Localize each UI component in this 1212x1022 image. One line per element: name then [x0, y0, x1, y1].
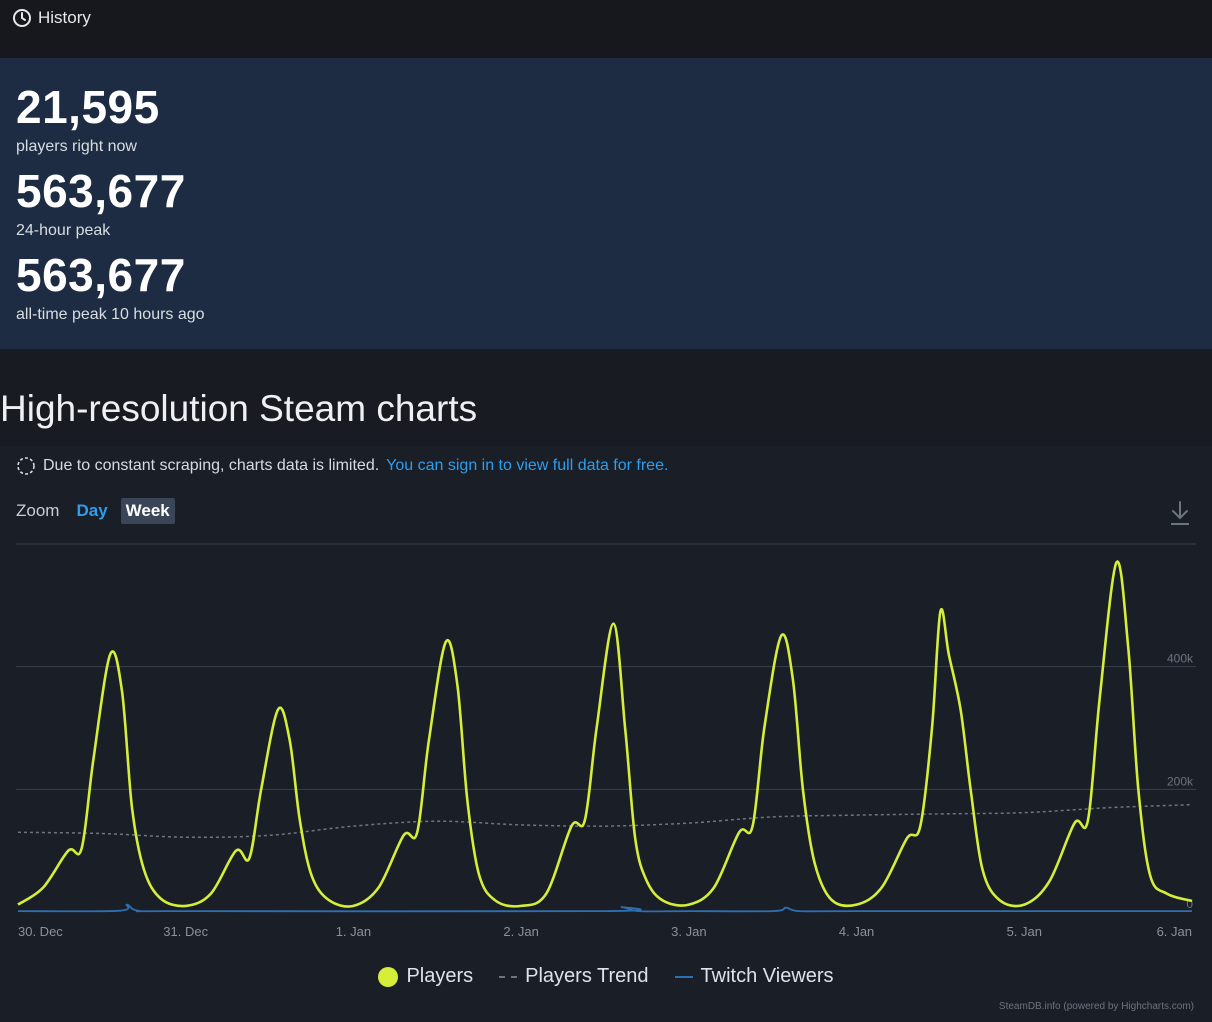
x-tick-label: 5. Jan: [1007, 924, 1042, 939]
zoom-controls: Zoom Day Week: [16, 498, 183, 524]
player-count-chart[interactable]: 0 200k 400k 30. Dec 31. Dec 1. Jan 2. Jan 3. Ja…: [0, 536, 1212, 956]
section-band: [0, 349, 1212, 446]
history-tab-label: History: [38, 8, 91, 27]
current-players-stat: 21,595 players right now: [16, 84, 160, 156]
players-legend-marker: [378, 966, 399, 987]
all-time-peak-label: all-time peak 10 hours ago: [16, 306, 205, 323]
dashed-circle-icon: [17, 457, 35, 475]
legend-players-trend[interactable]: Players Trend: [499, 965, 649, 988]
y-tick-label: 400k: [1167, 652, 1194, 666]
section-title: High-resolution Steam charts: [0, 388, 478, 429]
chart-credits: SteamDB.info (powered by Highcharts.com): [998, 1001, 1194, 1012]
x-tick-label: 6. Jan: [1157, 924, 1192, 939]
x-tick-label: 3. Jan: [671, 924, 706, 939]
notice-text: Due to constant scraping, charts data is…: [43, 457, 380, 474]
players-trend-line: [17, 803, 1193, 839]
peak-24h-stat: 563,677 24-hour peak: [16, 168, 186, 240]
zoom-week-button[interactable]: Week: [120, 498, 175, 524]
twitch-legend-marker: [674, 975, 693, 978]
scraping-notice: Due to constant scraping, charts data is…: [16, 456, 668, 476]
legend-players[interactable]: Players: [378, 965, 473, 988]
zoom-day-button[interactable]: Day: [76, 501, 108, 520]
players-series-line: [17, 560, 1193, 908]
zoom-label: Zoom: [16, 501, 60, 520]
x-tick-label: 1. Jan: [336, 924, 371, 939]
legend-twitch-viewers[interactable]: Twitch Viewers: [674, 965, 834, 988]
all-time-peak-stat: 563,677 all-time peak 10 hours ago: [16, 252, 205, 324]
legend-trend-label: Players Trend: [525, 965, 649, 987]
history-tab[interactable]: History: [12, 8, 91, 28]
current-players-value: 21,595: [16, 81, 160, 133]
peak-24h-label: 24-hour peak: [16, 222, 111, 239]
x-tick-label: 31. Dec: [163, 924, 208, 939]
x-tick-label: 4. Jan: [839, 924, 874, 939]
player-stats-panel: 21,595 players right now 563,677 24-hour…: [0, 58, 1212, 349]
chart-legend: Players Players Trend Twitch Viewers: [0, 965, 1212, 988]
legend-twitch-label: Twitch Viewers: [700, 965, 834, 987]
history-icon: [13, 9, 31, 27]
y-tick-label: 0: [1186, 897, 1193, 911]
x-tick-label: 30. Dec: [18, 924, 63, 939]
top-bar: History: [0, 0, 1212, 58]
y-tick-label: 200k: [1167, 774, 1194, 788]
sign-in-link[interactable]: You can sign in to view full data for fr…: [386, 457, 669, 474]
all-time-peak-value: 563,677: [16, 249, 186, 301]
x-tick-label: 2. Jan: [503, 924, 538, 939]
chart-panel: Due to constant scraping, charts data is…: [0, 446, 1212, 1022]
peak-24h-value: 563,677: [16, 165, 186, 217]
current-players-label: players right now: [16, 138, 137, 155]
legend-players-label: Players: [406, 965, 474, 987]
download-icon[interactable]: [1168, 500, 1192, 526]
twitch-viewers-line: [17, 903, 1192, 913]
trend-legend-marker: [499, 975, 518, 978]
